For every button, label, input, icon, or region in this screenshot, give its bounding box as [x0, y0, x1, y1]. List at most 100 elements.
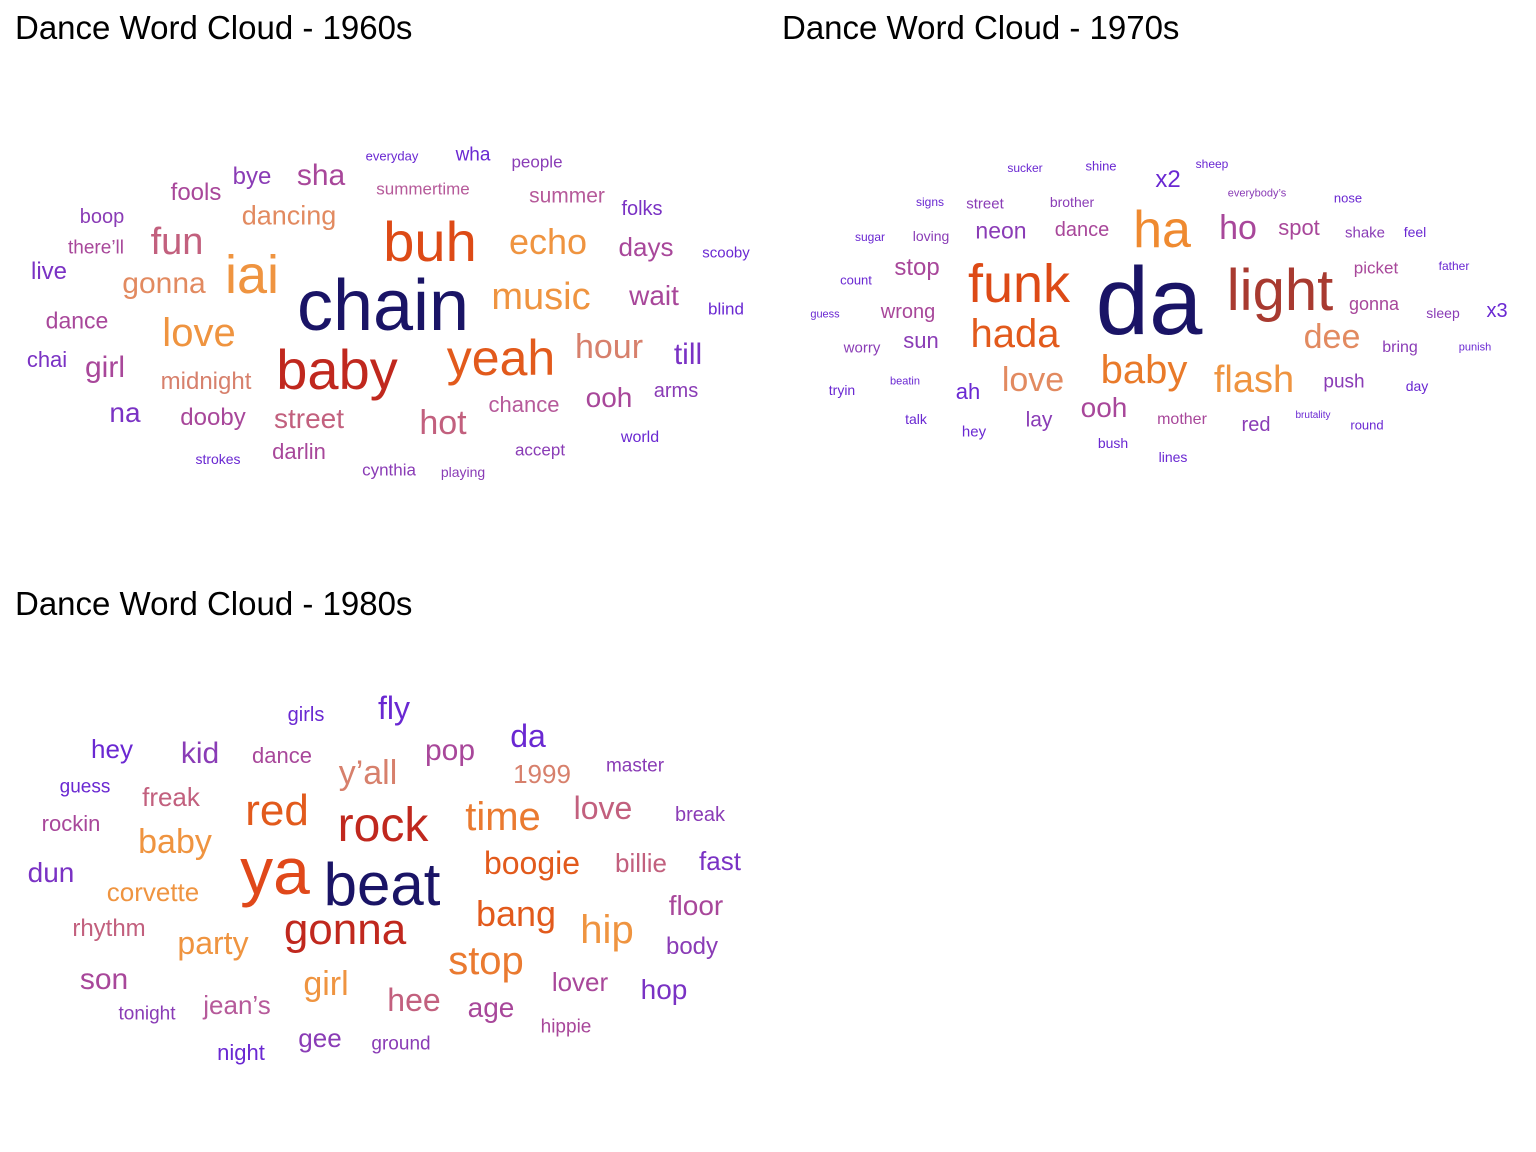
word-label: chain: [296, 266, 470, 346]
word-label: sha: [296, 159, 346, 192]
word-label: days: [618, 232, 674, 262]
word-label: baby: [138, 823, 212, 861]
word-label: loving: [912, 228, 950, 244]
word-label: break: [674, 804, 726, 826]
word-label: sucker: [1007, 161, 1043, 175]
word-label: arms: [653, 380, 699, 402]
word-label: ooh: [1080, 392, 1128, 423]
word-label: wha: [455, 144, 491, 166]
word-label: x2: [1155, 166, 1181, 193]
word-cloud: beat ya rock gonna red time stop bang boogie hip b…: [0, 576, 768, 1152]
word-label: da: [1095, 248, 1203, 355]
word-label: girl: [303, 965, 349, 1003]
word-label: light: [1226, 258, 1334, 323]
word-label: world: [620, 429, 660, 446]
word-label: party: [177, 925, 249, 961]
word-label: hop: [640, 974, 688, 1005]
word-label: dooby: [180, 404, 246, 431]
cloud-panel-1960s: Dance Word Cloud - 1960s chain baby buh yea…: [0, 0, 768, 576]
word-label: red: [245, 786, 309, 835]
word-label: count: [840, 272, 872, 288]
word-label: hey: [91, 734, 133, 764]
word-label: sleep: [1426, 305, 1460, 321]
word-label: stop: [448, 939, 524, 983]
word-label: guess: [810, 308, 840, 321]
word-label: iai: [224, 245, 280, 305]
word-label: corvette: [106, 877, 200, 907]
word-label: chai: [26, 347, 68, 372]
word-label: cynthia: [362, 460, 416, 480]
word-label: darlin: [272, 439, 326, 464]
word-label: round: [1350, 417, 1384, 433]
word-label: buh: [383, 210, 477, 273]
word-label: gonna: [283, 905, 407, 954]
word-label: lay: [1025, 408, 1053, 432]
word-label: till: [673, 338, 703, 371]
word-label: midnight: [160, 368, 252, 395]
word-label: body: [665, 933, 719, 960]
word-label: ha: [1133, 201, 1191, 259]
word-label: boop: [79, 206, 125, 228]
word-label: son: [79, 963, 129, 996]
word-label: beatin: [890, 375, 920, 388]
word-label: rhythm: [72, 915, 146, 942]
word-label: nose: [1333, 190, 1363, 206]
word-label: shine: [1085, 158, 1117, 174]
word-label: everyday: [365, 148, 419, 164]
word-label: night: [217, 1040, 265, 1065]
word-label: father: [1438, 259, 1470, 273]
word-label: billie: [614, 848, 668, 878]
word-label: da: [510, 718, 546, 754]
word-label: bring: [1382, 339, 1418, 356]
word-label: everybody’s: [1227, 187, 1287, 200]
word-label: strokes: [195, 451, 241, 467]
word-label: love: [573, 790, 633, 826]
word-label: tryin: [828, 382, 856, 398]
chart-title: Dance Word Cloud - 1980s: [15, 585, 413, 622]
chart-title: Dance Word Cloud - 1970s: [782, 9, 1180, 46]
word-label: ooh: [585, 382, 633, 413]
word-label: dance: [1054, 219, 1110, 241]
word-label: yeah: [446, 330, 556, 386]
word-label: girl: [84, 351, 126, 384]
word-label: bye: [232, 163, 272, 190]
word-label: fly: [378, 690, 410, 726]
word-label: chance: [488, 392, 560, 417]
word-label: gonna: [1348, 294, 1400, 314]
word-label: dancing: [241, 200, 337, 231]
word-label: love: [162, 311, 236, 355]
word-label: baby: [276, 338, 398, 401]
word-label: rockin: [41, 811, 101, 836]
word-label: funk: [967, 254, 1071, 314]
word-label: there’ll: [68, 237, 124, 259]
word-label: music: [491, 276, 591, 318]
word-label: fun: [150, 221, 204, 263]
word-label: fools: [170, 179, 222, 206]
word-label: accept: [514, 440, 566, 460]
word-label: hot: [419, 404, 467, 442]
word-label: picket: [1353, 258, 1399, 278]
word-label: playing: [440, 464, 486, 480]
word-label: dun: [27, 857, 75, 888]
chart-title: Dance Word Cloud - 1960s: [15, 9, 413, 46]
word-label: day: [1405, 378, 1429, 394]
word-label: wait: [629, 280, 679, 311]
word-label: hippie: [540, 1016, 592, 1038]
word-label: x3: [1486, 300, 1508, 322]
word-label: pop: [424, 734, 476, 767]
word-label: fast: [699, 846, 741, 876]
word-label: baby: [1100, 348, 1188, 392]
word-label: gee: [298, 1023, 342, 1053]
word-label: summer: [529, 184, 605, 208]
word-label: brother: [1049, 194, 1095, 210]
word-label: hee: [387, 982, 441, 1018]
word-label: y’all: [338, 754, 398, 792]
word-label: na: [109, 397, 141, 428]
word-label: time: [465, 795, 541, 839]
word-label: lover: [551, 967, 609, 997]
word-label: hip: [580, 908, 634, 952]
word-label: neon: [975, 217, 1027, 244]
word-label: people: [511, 152, 563, 172]
word-label: street: [273, 403, 345, 434]
cloud-panel-1980s: Dance Word Cloud - 1980s beat ya rock gonna…: [0, 576, 768, 1152]
